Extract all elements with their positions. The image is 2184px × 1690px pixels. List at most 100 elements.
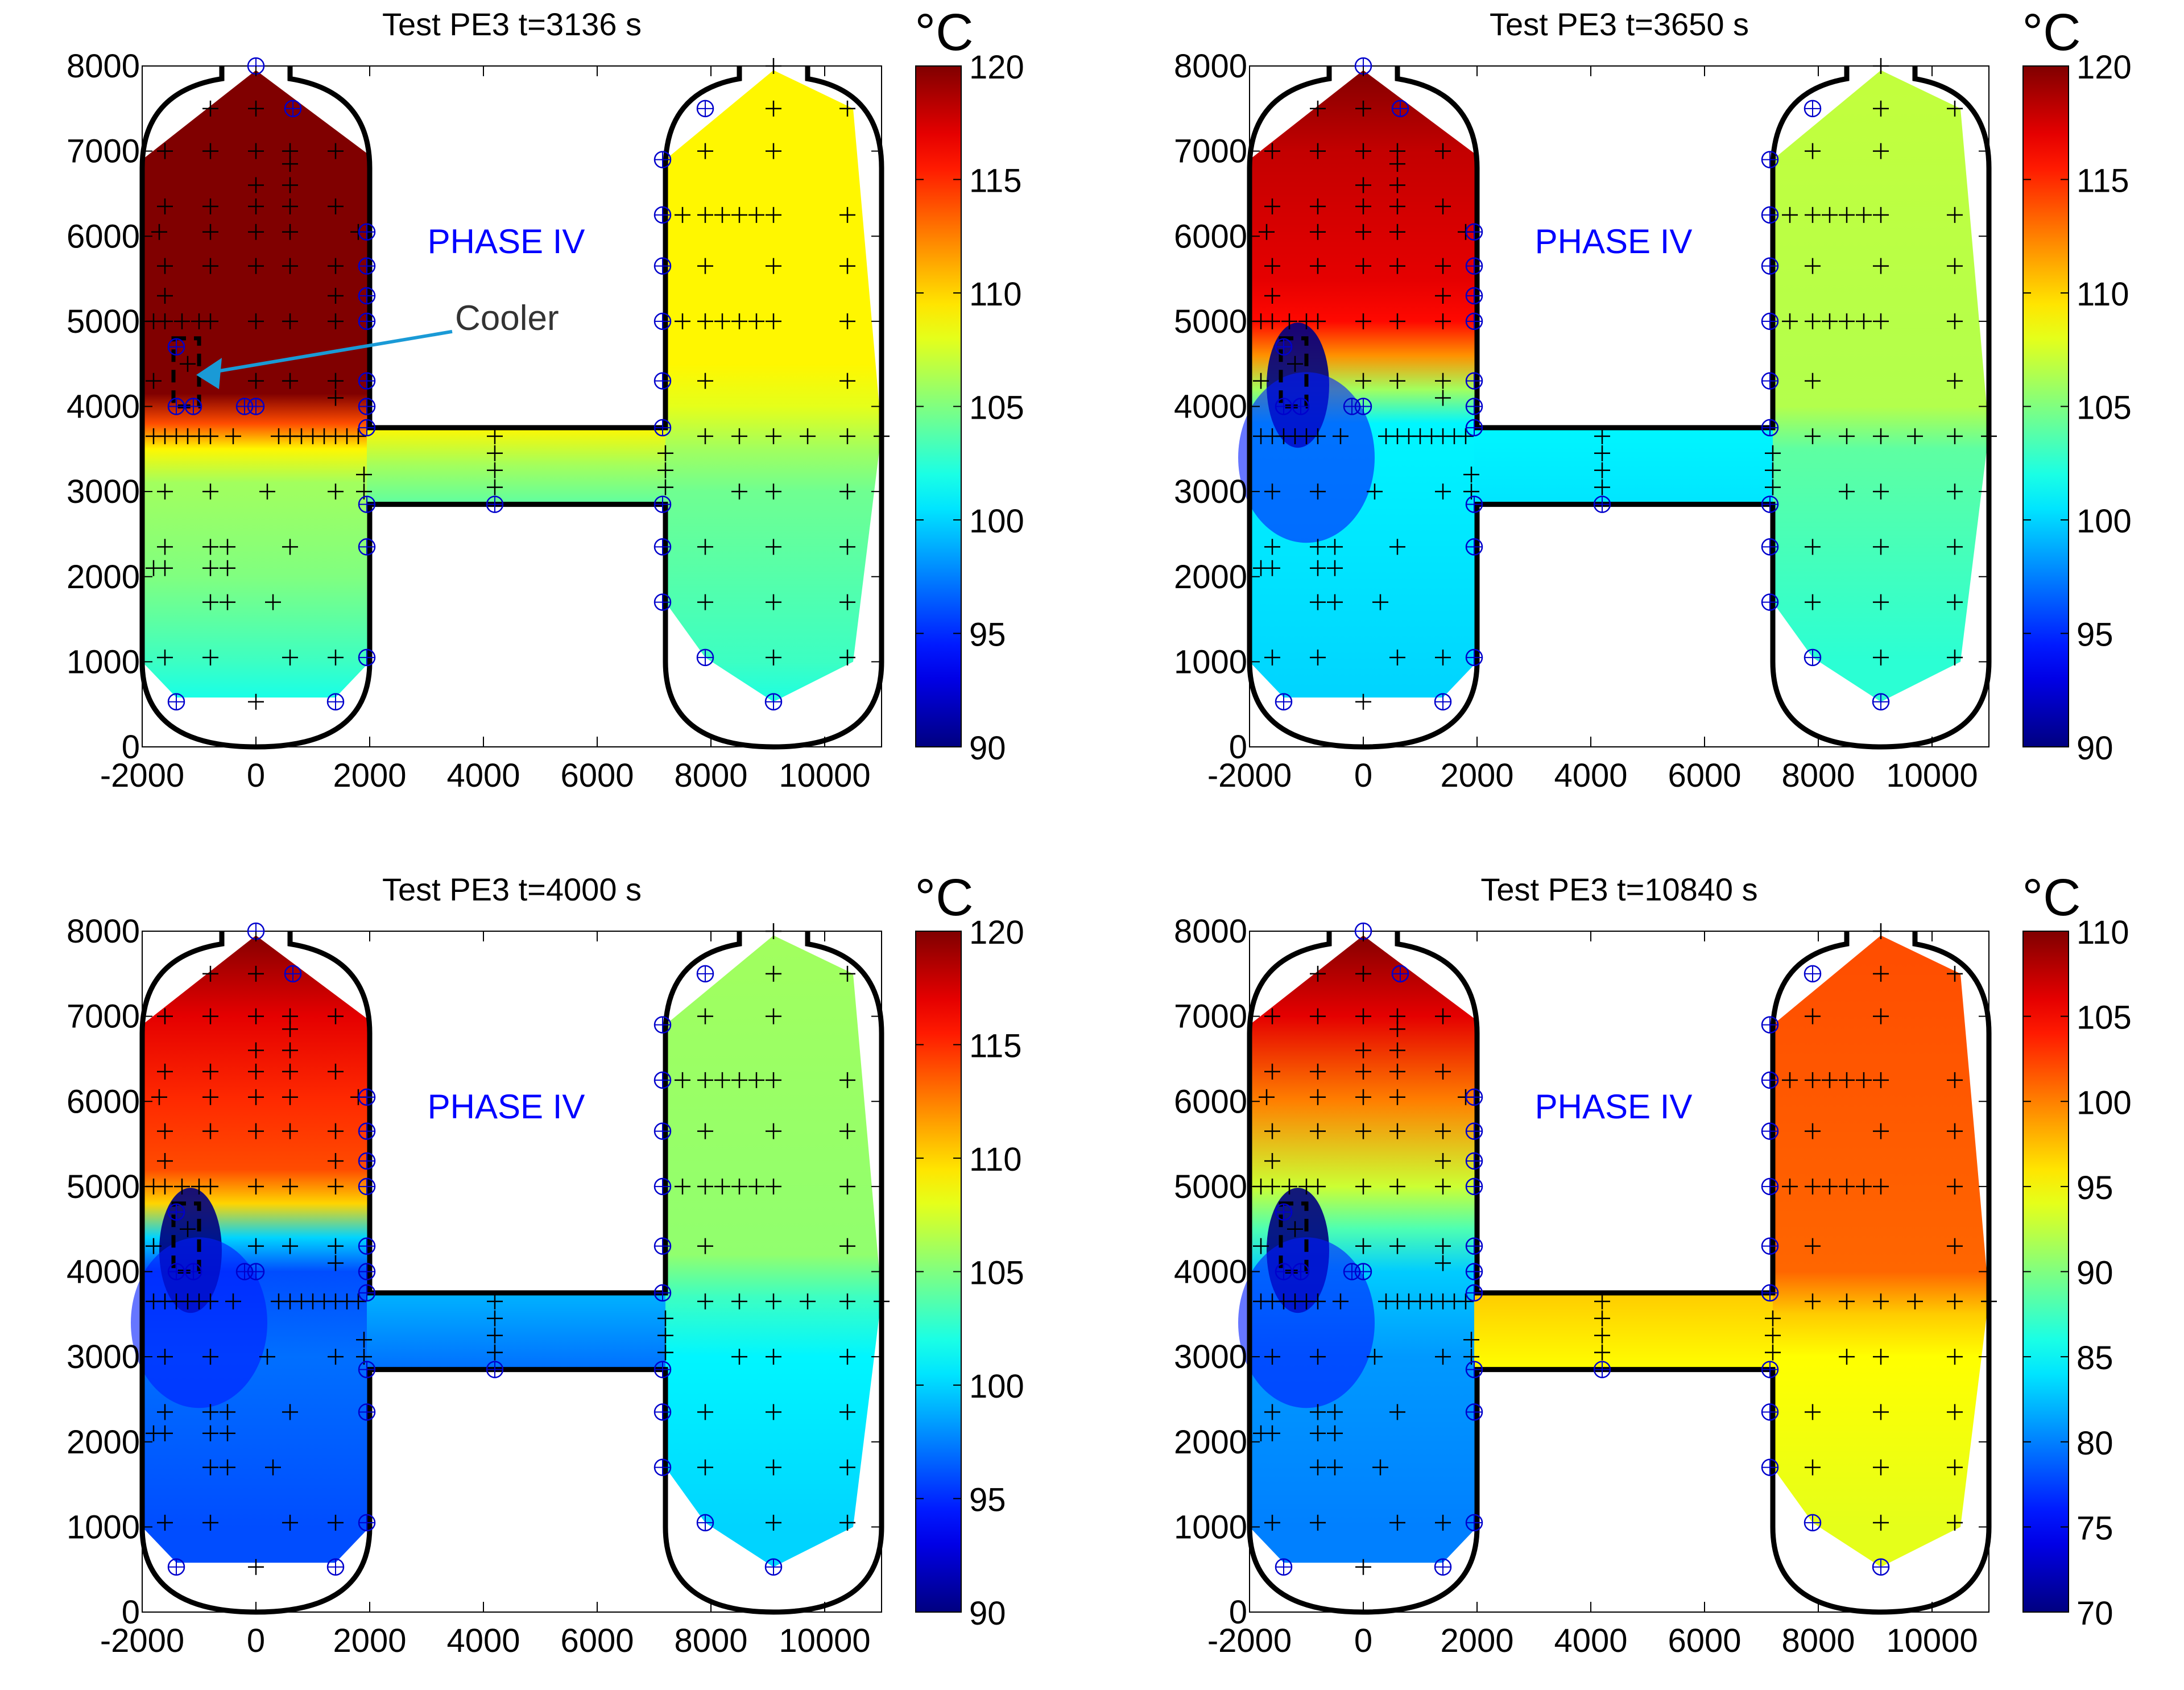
y-tick-label: 7000 — [1174, 998, 1247, 1035]
sensor-plus — [1310, 1123, 1326, 1139]
sensor-circle-cross — [1466, 313, 1482, 329]
sensor-circle-cross — [1392, 100, 1408, 117]
y-tick-label: 3000 — [67, 473, 140, 510]
sensor-plus — [1264, 258, 1280, 274]
sensor-plus — [1782, 1072, 1798, 1088]
sensor-plus — [248, 258, 264, 274]
sensor-plus — [1327, 539, 1343, 555]
sensor-plus — [1594, 1293, 1610, 1309]
sensor-circle-cross — [1805, 649, 1821, 666]
sensor-plus — [1947, 1404, 1963, 1420]
sensor-circle-cross — [1355, 1263, 1371, 1280]
y-tick-label: 0 — [1229, 729, 1247, 766]
sensor-plus — [1947, 1238, 1963, 1254]
sensor-plus — [1873, 206, 1889, 223]
sensor-plus — [1389, 1238, 1405, 1254]
sensor-plus — [697, 206, 713, 223]
y-tick-label: 1000 — [1174, 1509, 1247, 1546]
sensor-plus — [1947, 373, 1963, 389]
sensor-circle-cross — [1466, 1238, 1482, 1254]
y-tick-label: 1000 — [1174, 643, 1247, 680]
x-tick-label: 6000 — [560, 757, 634, 794]
sensor-plus — [1310, 1514, 1326, 1531]
colorbar-tick-label: 90 — [2077, 1255, 2113, 1292]
sensor-plus — [1873, 649, 1889, 666]
sensor-circle-cross — [487, 496, 503, 513]
colorbar-tick-label: 95 — [2077, 617, 2113, 654]
sensor-plus — [1873, 428, 1889, 444]
sensor-plus — [157, 198, 173, 214]
sensor-circle-cross — [1466, 287, 1482, 304]
sensor-plus — [1873, 313, 1889, 329]
sensor-plus — [1310, 965, 1326, 982]
sensor-plus — [1355, 1008, 1371, 1024]
sensor-plus — [839, 428, 855, 444]
sensor-plus — [1327, 1459, 1343, 1476]
colorbar-tick-label: 100 — [2077, 1084, 2132, 1121]
sensor-plus — [800, 428, 816, 444]
sensor-plus — [839, 594, 855, 610]
sensor-plus — [766, 58, 781, 74]
sensor-plus — [1873, 1349, 1889, 1365]
colorbar-tick-label: 85 — [2077, 1340, 2113, 1377]
y-tick-label: 2000 — [1174, 1424, 1247, 1461]
sensor-plus — [1389, 177, 1405, 193]
sensor-plus — [220, 1459, 235, 1476]
field-pipe — [1474, 1292, 1776, 1370]
sensor-circle-cross — [655, 313, 671, 329]
sensor-plus — [697, 313, 713, 329]
sensor-plus — [328, 1063, 344, 1080]
colorbar-tick-label: 120 — [2077, 49, 2132, 86]
sensor-plus — [1839, 313, 1855, 329]
y-tick-label: 6000 — [67, 218, 140, 255]
x-tick-label: 10000 — [1886, 757, 1978, 794]
sensor-plus — [1435, 390, 1451, 406]
sensor-circle-cross — [248, 1263, 264, 1280]
sensor-plus — [328, 1178, 344, 1195]
sensor-plus — [839, 539, 855, 555]
sensor-plus — [748, 1072, 764, 1088]
x-tick-label: 8000 — [674, 757, 747, 794]
colorbar-tick-label: 70 — [2077, 1595, 2113, 1632]
sensor-circle-cross — [1762, 313, 1778, 329]
sensor-circle-cross — [655, 206, 671, 223]
sensor-plus — [1281, 1178, 1297, 1195]
sensor-circle-cross — [1466, 419, 1482, 436]
sensor-plus — [202, 965, 218, 982]
sensor-plus — [220, 539, 235, 555]
colorbar-tick-label: 115 — [969, 1028, 1021, 1065]
sensor-circle-cross — [1762, 206, 1778, 223]
sensor-circle-cross — [655, 419, 671, 436]
panel-title: Test PE3 t=3650 s — [1490, 6, 1749, 42]
sensor-plus — [1839, 1349, 1855, 1365]
sensor-circle-cross — [766, 693, 781, 710]
sensor-plus — [328, 1238, 344, 1254]
sensor-plus — [265, 594, 281, 610]
sensor-plus — [202, 428, 218, 444]
phase-label: PHASE IV — [428, 222, 585, 261]
sensor-circle-cross — [655, 1072, 671, 1088]
sensor-plus — [328, 390, 344, 406]
sensor-circle-cross — [1466, 258, 1482, 274]
sensor-plus — [157, 1514, 173, 1531]
sensor-plus — [1310, 1293, 1326, 1309]
sensor-plus — [766, 923, 781, 939]
sensor-circle-cross — [1762, 1404, 1778, 1420]
sensor-plus — [1435, 198, 1451, 214]
sensor-circle-cross — [1762, 539, 1778, 555]
x-tick-label: -2000 — [100, 757, 184, 794]
sensor-plus — [1805, 428, 1821, 444]
y-tick-label: 0 — [122, 1594, 140, 1631]
sensor-plus — [356, 1332, 372, 1348]
sensor-plus — [1873, 1459, 1889, 1476]
y-tick-label: 4000 — [1174, 1254, 1247, 1291]
sensor-circle-cross — [1762, 496, 1778, 513]
sensor-circle-cross — [1762, 594, 1778, 610]
sensor-plus — [839, 965, 855, 982]
sensor-plus — [282, 1123, 298, 1139]
sensor-plus — [282, 373, 298, 389]
sensor-plus — [1805, 1238, 1821, 1254]
sensor-plus — [731, 206, 747, 223]
sensor-plus — [1310, 649, 1326, 666]
sensor-plus — [839, 1404, 855, 1420]
